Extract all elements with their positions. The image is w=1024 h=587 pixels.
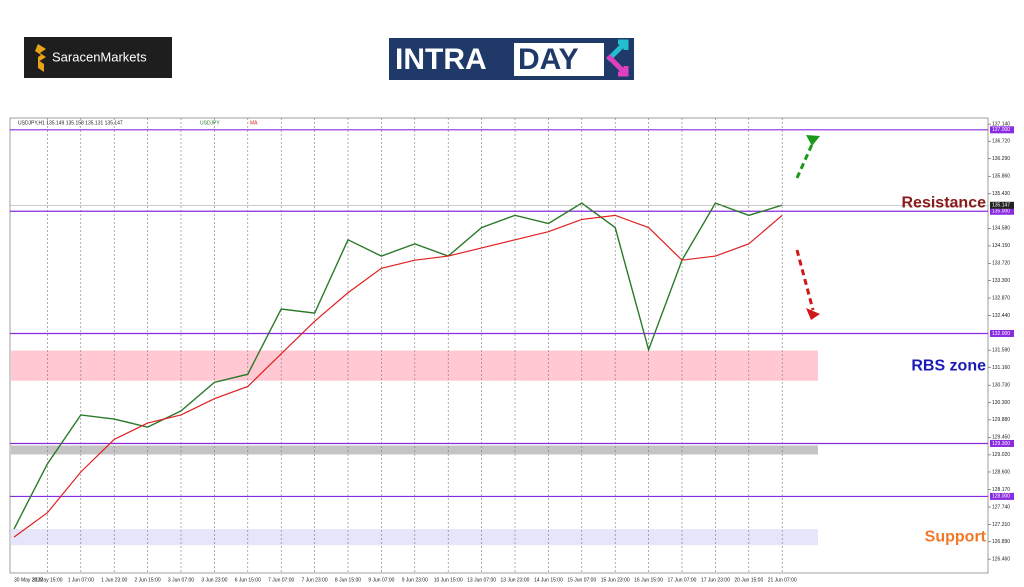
- y-tick-label: 130.730: [992, 383, 1010, 389]
- x-tick-label: 8 Jun 15:00: [335, 577, 361, 583]
- y-tick-label: 126.890: [992, 539, 1010, 545]
- x-tick-label: 3 Jun 23:00: [201, 577, 227, 583]
- y-tick-label: 134.580: [992, 226, 1010, 232]
- level-label: 128.000: [992, 494, 1010, 500]
- y-tick-label: 131.160: [992, 365, 1010, 371]
- y-tick-label: 130.300: [992, 400, 1010, 406]
- x-tick-label: 17 Jun 23:00: [701, 577, 730, 583]
- brand-logo-box: [24, 37, 172, 78]
- level-tag: [990, 329, 1014, 337]
- x-tick-label: 7 Jun 23:00: [302, 577, 328, 583]
- x-tick-label: 6 Jun 15:00: [235, 577, 261, 583]
- annotation: RBS zone: [911, 357, 986, 374]
- level-tag: [990, 439, 1014, 447]
- level-tag: [990, 492, 1014, 500]
- banner-left: INTRA: [395, 43, 487, 76]
- legend-entry: MA: [250, 120, 258, 126]
- x-tick-label: 2 Jun 15:00: [135, 577, 161, 583]
- down-arrow-head: [806, 308, 820, 320]
- y-tick-label: 132.440: [992, 313, 1010, 319]
- y-tick-label: 129.020: [992, 452, 1010, 458]
- up-arrow: [795, 139, 816, 179]
- x-tick-label: 30 May 2022: [14, 577, 43, 583]
- y-tick-label: 135.430: [992, 191, 1010, 197]
- x-tick-label: 7 Jun 07:00: [268, 577, 294, 583]
- x-tick-label: 13 Jun 07:00: [467, 577, 496, 583]
- y-tick-label: 136.290: [992, 156, 1010, 162]
- annotation: Support: [925, 528, 987, 545]
- symbol-info: USDJPY,H1 135.149 135.158 135.131 135.14…: [18, 120, 123, 126]
- y-tick-label: 129.450: [992, 435, 1010, 441]
- zone: [11, 445, 818, 455]
- y-tick-label: 136.720: [992, 139, 1010, 145]
- y-tick-label: 127.310: [992, 522, 1010, 528]
- level-label: 137.000: [992, 127, 1010, 133]
- x-tick-label: 20 Jun 15:00: [734, 577, 763, 583]
- y-tick-label: 133.300: [992, 278, 1010, 284]
- y-tick-label: 133.720: [992, 261, 1010, 267]
- level-tag: [990, 126, 1014, 134]
- y-tick-label: 134.150: [992, 243, 1010, 249]
- banner-inner: [514, 43, 604, 76]
- x-tick-label: 1 Jun 07:00: [68, 577, 94, 583]
- x-tick-label: 10 Jun 15:00: [434, 577, 463, 583]
- level-label: 132.000: [992, 331, 1010, 337]
- x-tick-label: 31 May 15:00: [32, 577, 63, 583]
- level-label: 129.300: [992, 441, 1010, 447]
- banner-arrow-down: [606, 54, 629, 77]
- down-arrow: [795, 249, 815, 311]
- y-tick-label: 126.460: [992, 556, 1010, 562]
- brand-name: SaracenMarkets: [52, 49, 147, 64]
- last-price-tag: [990, 201, 1014, 209]
- brand-icon: [35, 44, 46, 72]
- annotation: Resistance: [902, 194, 987, 211]
- banner-right: DAY: [518, 43, 579, 76]
- ma-line: [13, 214, 783, 538]
- x-tick-label: 1 Jun 23:00: [101, 577, 127, 583]
- y-tick-label: 127.740: [992, 504, 1010, 510]
- level-label: 135.000: [992, 209, 1010, 215]
- x-tick-label: 17 Jun 07:00: [668, 577, 697, 583]
- legend-entry: USDJPY: [200, 120, 220, 126]
- y-tick-label: 135.860: [992, 174, 1010, 180]
- x-tick-label: 9 Jun 23:00: [402, 577, 428, 583]
- chart-frame: [9, 117, 989, 574]
- x-tick-label: 21 Jun 07:00: [768, 577, 797, 583]
- up-arrow-head: [806, 135, 820, 146]
- x-tick-label: 14 Jun 15:00: [534, 577, 563, 583]
- zone: [11, 529, 818, 546]
- x-tick-label: 15 Jun 07:00: [567, 577, 596, 583]
- x-tick-label: 16 Jun 15:00: [634, 577, 663, 583]
- level-tag: [990, 207, 1014, 215]
- y-tick-label: 132.870: [992, 295, 1010, 301]
- last-price-label: 135.147: [992, 203, 1010, 209]
- y-tick-label: 137.140: [992, 121, 1010, 127]
- x-tick-label: 3 Jun 07:00: [168, 577, 194, 583]
- x-tick-label: 15 Jun 23:00: [601, 577, 630, 583]
- y-tick-label: 128.170: [992, 487, 1010, 493]
- y-tick-label: 128.600: [992, 469, 1010, 475]
- x-tick-label: 13 Jun 23:00: [501, 577, 530, 583]
- y-tick-label: 129.880: [992, 417, 1010, 423]
- y-tick-label: 131.590: [992, 348, 1010, 354]
- x-tick-label: 9 Jun 07:00: [368, 577, 394, 583]
